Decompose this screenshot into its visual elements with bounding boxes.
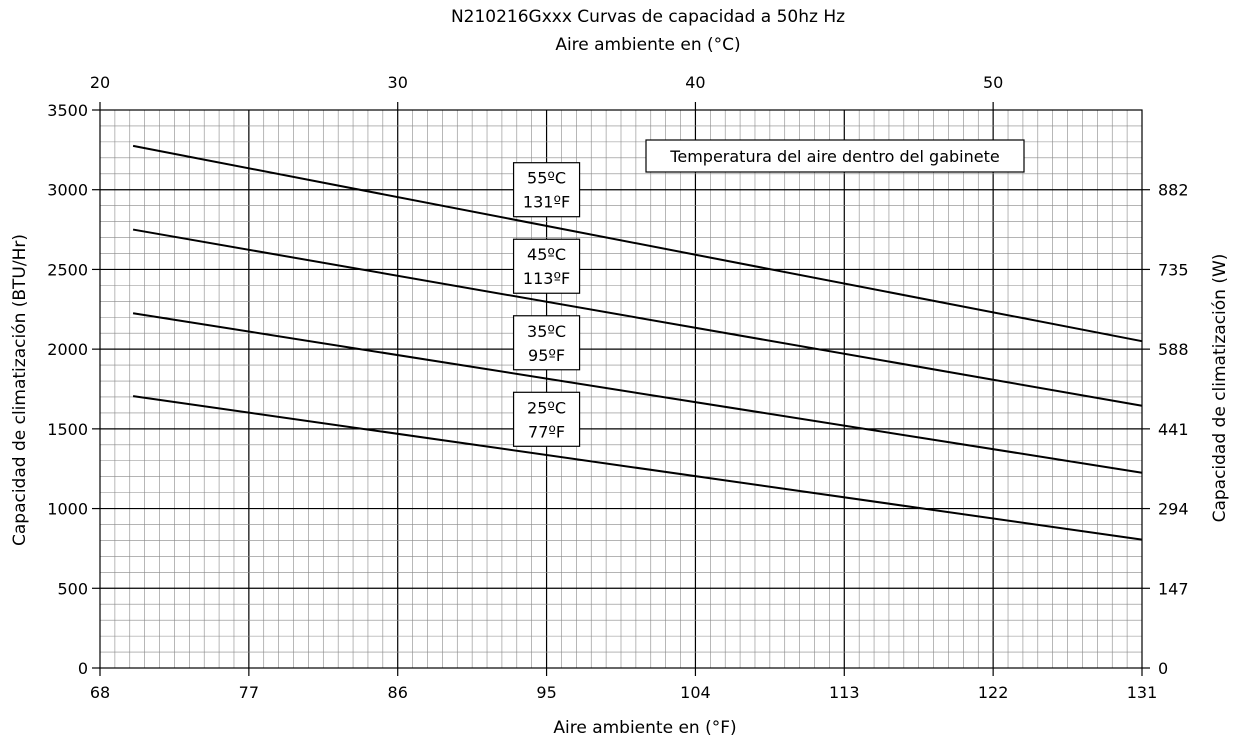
curve-label-celsius: 45ºC xyxy=(527,245,566,264)
x-tick-label: 104 xyxy=(680,683,711,702)
plot-frame xyxy=(99,109,1143,669)
y-tick-label: 1000 xyxy=(47,500,88,519)
series-lines xyxy=(132,144,1143,541)
top-tick-label: 50 xyxy=(983,73,1003,92)
y2-tick-label: 147 xyxy=(1158,579,1189,598)
x-tick-label: 68 xyxy=(90,683,110,702)
y-tick-label: 500 xyxy=(57,579,88,598)
curve-label-box xyxy=(512,315,581,371)
x-tick-label: 95 xyxy=(536,683,556,702)
series-line xyxy=(132,312,1143,474)
y-tick-label: 3000 xyxy=(47,181,88,200)
curve-labels: 55ºC 131ºF 45ºC 113ºF 35ºC 95ºF 25ºC 77ºF xyxy=(512,162,581,447)
curve-label-box xyxy=(512,238,581,294)
curve-label-fahrenheit: 113ºF xyxy=(523,269,570,288)
x-tick-label: 122 xyxy=(978,683,1009,702)
top-tick-label: 20 xyxy=(90,73,110,92)
curve-label-fahrenheit: 131ºF xyxy=(523,193,570,212)
top-tick-label: 40 xyxy=(685,73,705,92)
y-tick-label: 0 xyxy=(78,659,88,678)
y-tick-label: 2000 xyxy=(47,340,88,359)
y2-tick-label: 588 xyxy=(1158,340,1189,359)
legend-box: Temperatura del aire dentro del gabinete xyxy=(645,139,1025,173)
curve-label-celsius: 25ºC xyxy=(527,398,566,417)
y2-tick-label: 735 xyxy=(1158,260,1189,279)
curve-label-celsius: 55ºC xyxy=(527,169,566,188)
x-tick-label: 131 xyxy=(1127,683,1158,702)
y-tick-label: 3500 xyxy=(47,101,88,120)
top-tick-label: 30 xyxy=(388,73,408,92)
y2-tick-label: 0 xyxy=(1158,659,1168,678)
series-line xyxy=(132,395,1143,541)
chart-title: N210216Gxxx Curvas de capacidad a 50hz H… xyxy=(451,7,845,27)
x-tick-label: 77 xyxy=(239,683,259,702)
y-axis-title: Capacidad de climatización (BTU/Hr) xyxy=(10,234,30,546)
y-tick-label: 1500 xyxy=(47,420,88,439)
y2-tick-label: 441 xyxy=(1158,420,1189,439)
x-tick-label: 86 xyxy=(388,683,408,702)
curve-label-fahrenheit: 77ºF xyxy=(528,422,565,441)
curve-label-fahrenheit: 95ºF xyxy=(528,346,565,365)
legend-box-frame xyxy=(645,139,1025,173)
curve-label-box xyxy=(512,391,581,447)
series-line xyxy=(132,228,1143,407)
y2-axis-title: Capacidad de climatización (W) xyxy=(1210,254,1230,523)
top-axis-title: Aire ambiente en (°C) xyxy=(555,35,740,55)
y2-tick-label: 294 xyxy=(1158,500,1189,519)
curve-label-box xyxy=(512,162,581,218)
y-tick-label: 2500 xyxy=(47,260,88,279)
y2-tick-label: 882 xyxy=(1158,181,1189,200)
x-axis-title: Aire ambiente en (°F) xyxy=(553,718,736,738)
series-line xyxy=(132,144,1143,343)
grid xyxy=(100,110,1142,668)
curve-label-celsius: 35ºC xyxy=(527,322,566,341)
legend-box-text: Temperatura del aire dentro del gabinete xyxy=(669,147,999,166)
x-tick-label: 113 xyxy=(829,683,860,702)
